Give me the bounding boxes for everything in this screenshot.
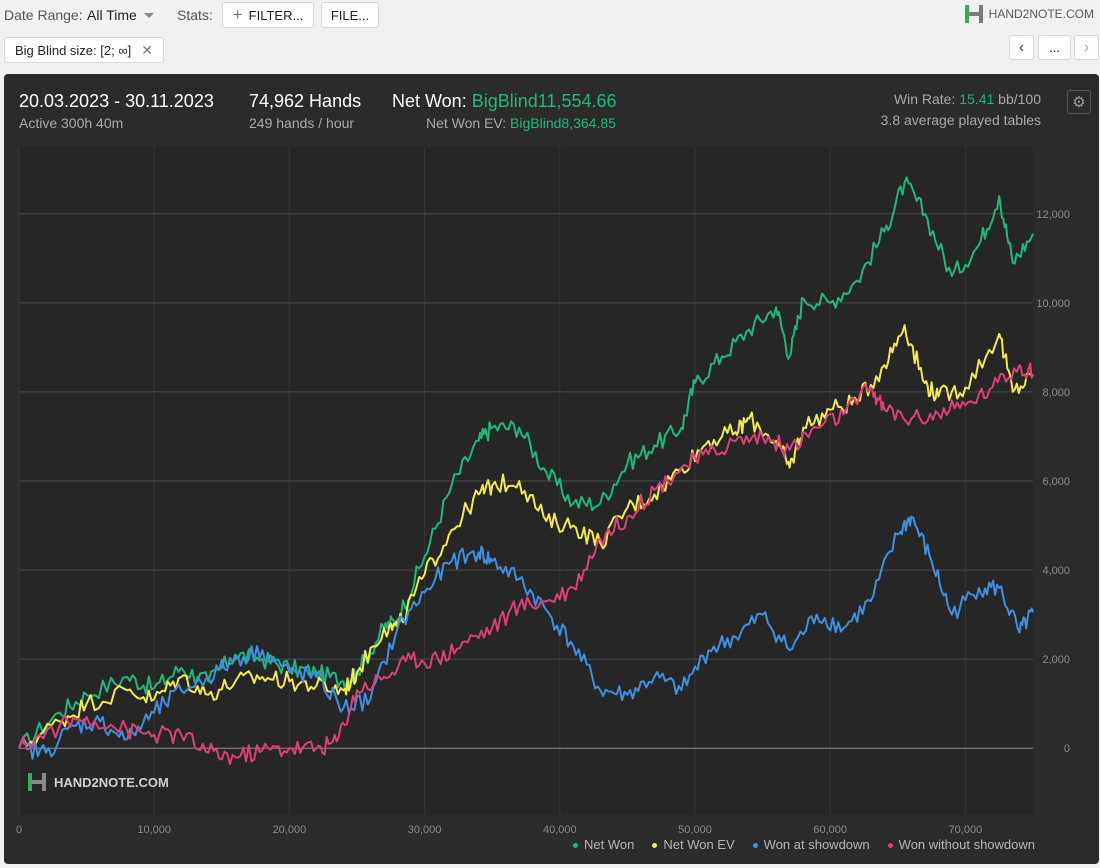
x-tick-label: 0 <box>16 824 22 836</box>
filter-button-label: FILTER... <box>248 7 304 23</box>
chevron-right-icon: › <box>1083 38 1090 56</box>
x-tick-label: 70,000 <box>949 824 983 836</box>
filter-chip[interactable]: Big Blind size: [2; ∞] ✕ <box>4 37 164 63</box>
y-tick-label: 2,000 <box>1042 654 1070 666</box>
filter-chip-label: Big Blind size: [2; ∞] <box>15 42 132 58</box>
legend-net-won[interactable]: Net Won <box>573 837 634 852</box>
net-won-value: BigBlind11,554.66 <box>471 91 617 111</box>
legend-net-won-ev[interactable]: Net Won EV <box>652 837 735 852</box>
prev-button[interactable]: ‹ <box>1009 35 1034 60</box>
y-tick-label: 10,000 <box>1036 298 1070 310</box>
toolbar: Date Range: All Time Stats: + FILTER... … <box>0 0 1100 30</box>
graph-panel: 20.03.2023 - 30.11.2023 Active 300h 40m … <box>4 74 1099 864</box>
chevron-left-icon: ‹ <box>1018 38 1025 56</box>
series-line-net-won <box>18 176 1034 749</box>
date-range-label: Date Range: <box>4 7 83 23</box>
file-button[interactable]: FILE... <box>321 2 379 28</box>
close-icon[interactable]: ✕ <box>141 41 153 58</box>
y-tick-label: 12,000 <box>1036 209 1070 221</box>
win-rate-unit: bb/100 <box>998 91 1041 107</box>
y-tick-label: 4,000 <box>1042 565 1070 577</box>
chart-legend: Net Won Net Won EV Won at showdown Won w… <box>573 837 1035 852</box>
date-range-select[interactable]: All Time <box>87 7 137 23</box>
win-rate-value: 15.41 <box>959 91 995 107</box>
more-button-label: ... <box>1049 40 1060 55</box>
gear-icon[interactable]: ⚙ <box>1067 90 1091 114</box>
h2n-logo-icon <box>964 5 983 23</box>
x-tick-label: 20,000 <box>273 824 307 836</box>
next-button[interactable]: › <box>1074 35 1099 60</box>
graph-chart: 0 10,000 20,000 30,000 40,000 50,000 60,000 70,… <box>16 147 1070 836</box>
brand-logo-text: HAND2NOTE.COM <box>988 7 1094 21</box>
x-tick-label: 60,000 <box>813 824 847 836</box>
net-won-ev-value: BigBlind8,364.85 <box>510 115 616 131</box>
y-tick-label: 8,000 <box>1042 387 1070 399</box>
y-tick-label: 6,000 <box>1042 476 1070 488</box>
chart-watermark: HAND2NOTE.COM <box>26 771 169 793</box>
series-line-won-at-showdown <box>18 515 1034 760</box>
axis-ticks: 0 10,000 20,000 30,000 40,000 50,000 60,000 70,… <box>16 209 1070 836</box>
net-won: Net Won: BigBlind11,554.66 <box>392 91 617 112</box>
h2n-watermark-icon <box>28 773 46 791</box>
filter-button[interactable]: + FILTER... <box>222 2 314 28</box>
active-time: Active 300h 40m <box>19 115 124 131</box>
plus-icon: + <box>232 5 243 24</box>
more-button[interactable]: ... <box>1038 35 1071 60</box>
hands-per-hour: 249 hands / hour <box>249 115 355 131</box>
x-tick-label: 40,000 <box>543 824 577 836</box>
date-range-text: 20.03.2023 - 30.11.2023 <box>19 91 214 111</box>
x-tick-label: 10,000 <box>137 824 171 836</box>
net-won-label: Net Won: <box>392 91 467 111</box>
net-won-ev: Net Won EV: BigBlind8,364.85 <box>426 115 616 131</box>
chevron-down-icon[interactable] <box>144 13 154 18</box>
x-tick-label: 30,000 <box>408 824 442 836</box>
hands-count: 74,962 Hands <box>249 91 362 111</box>
file-button-label: FILE... <box>330 7 370 23</box>
series-lines <box>18 176 1034 766</box>
win-rate: Win Rate: 15.41 bb/100 <box>894 91 1041 107</box>
series-line-net-won-ev <box>18 324 1034 749</box>
legend-won-at-showdown[interactable]: Won at showdown <box>752 837 870 852</box>
brand-logo: HAND2NOTE.COM <box>963 3 1094 25</box>
series-line-won-without-showdown <box>18 362 1034 766</box>
y-tick-label: 0 <box>1064 743 1070 755</box>
legend-won-without-showdown[interactable]: Won without showdown <box>887 837 1035 852</box>
net-won-ev-label: Net Won EV: <box>426 115 507 131</box>
stats-label: Stats: <box>177 7 213 23</box>
win-rate-label: Win Rate: <box>893 91 956 107</box>
x-tick-label: 50,000 <box>678 824 712 836</box>
average-tables: 3.8 average played tables <box>880 112 1041 128</box>
watermark-text: HAND2NOTE.COM <box>54 774 169 790</box>
